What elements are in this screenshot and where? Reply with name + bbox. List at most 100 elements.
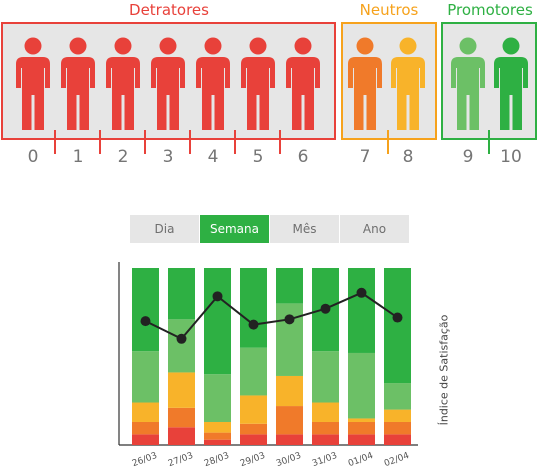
score-3: 3 — [162, 147, 174, 167]
bar-segment — [312, 351, 339, 403]
score-10: 10 — [500, 147, 522, 167]
bar-segment — [276, 434, 303, 445]
person-head — [399, 37, 417, 55]
bar-segment — [132, 351, 159, 403]
satisfaction-line — [145, 291, 399, 341]
bar-segment — [348, 434, 375, 445]
person-head — [459, 37, 477, 55]
person-icon — [348, 37, 382, 130]
y-axis-label: Índice de Satisfação — [437, 314, 451, 426]
bar-segment — [312, 434, 339, 445]
bar-segment — [132, 434, 159, 445]
satisfaction-point — [248, 319, 259, 330]
person-body — [286, 57, 320, 130]
bar-segment — [276, 406, 303, 435]
score-5: 5 — [252, 147, 264, 167]
bar-segment — [168, 372, 195, 408]
person-icon — [391, 37, 425, 130]
bar-segment — [204, 374, 231, 422]
bar-segment — [240, 347, 267, 396]
x-tick-label: 28/03 — [203, 451, 231, 469]
person-body — [16, 57, 50, 130]
bar-segment — [204, 439, 231, 445]
bar-segment — [384, 421, 411, 435]
person-head — [24, 37, 42, 55]
bar-segment — [168, 268, 195, 320]
person-head — [204, 37, 222, 55]
bar-segment — [312, 402, 339, 422]
score-6: 6 — [297, 147, 309, 167]
bar-segment — [276, 268, 303, 304]
person-body — [196, 57, 230, 130]
person-icon — [286, 37, 320, 130]
bar-segment — [384, 434, 411, 445]
person-head — [294, 37, 312, 55]
score-0: 0 — [27, 147, 39, 167]
bar-segment — [240, 434, 267, 445]
bar-segment — [240, 423, 267, 435]
bar-segment — [240, 395, 267, 424]
bar-segment — [204, 432, 231, 440]
person-icon — [451, 37, 485, 130]
person-icon — [106, 37, 140, 130]
person-head — [114, 37, 132, 55]
tab-semana[interactable]: Semana — [200, 215, 269, 243]
person-icon — [241, 37, 275, 130]
tab-mes[interactable]: Mês — [270, 215, 339, 243]
person-head — [356, 37, 374, 55]
person-head — [159, 37, 177, 55]
score-2: 2 — [117, 147, 129, 167]
bar-segment — [132, 421, 159, 435]
person-icon — [151, 37, 185, 130]
score-9: 9 — [462, 147, 474, 167]
neutrals-title: Neutros — [359, 1, 419, 19]
promoters-title: Promotores — [447, 1, 533, 19]
bar-segment — [204, 421, 231, 433]
satisfaction-point — [140, 316, 151, 327]
score-1: 1 — [72, 147, 84, 167]
bar-segment — [312, 421, 339, 435]
bar-segment — [240, 268, 267, 348]
satisfaction-point — [284, 314, 295, 325]
x-tick-label: 26/03 — [131, 451, 159, 469]
bar-segment — [276, 303, 303, 376]
person-body — [494, 57, 528, 130]
tab-dia[interactable]: Dia — [130, 215, 199, 243]
satisfaction-point — [356, 287, 367, 298]
x-tick-label: 27/03 — [167, 451, 195, 469]
bar-segment — [168, 427, 195, 445]
person-body — [151, 57, 185, 130]
person-body — [241, 57, 275, 130]
person-icon — [196, 37, 230, 130]
score-row: 0 1 2 3 4 5 6 7 8 9 10 — [0, 144, 540, 170]
satisfaction-point — [212, 291, 223, 302]
bar-segment — [384, 383, 411, 410]
tab-ano[interactable]: Ano — [340, 215, 409, 243]
score-8: 8 — [402, 147, 414, 167]
score-7: 7 — [359, 147, 371, 167]
x-tick-label: 01/04 — [347, 451, 375, 469]
bar-segment — [276, 375, 303, 407]
bar-segment — [132, 268, 159, 352]
person-icon — [16, 37, 50, 130]
bar-segment — [348, 421, 375, 435]
detractors-title: Detratores — [129, 1, 209, 19]
score-4: 4 — [207, 147, 219, 167]
satisfaction-point — [392, 312, 403, 323]
person-body — [391, 57, 425, 130]
x-tick-label: 02/04 — [383, 451, 411, 469]
person-head — [249, 37, 267, 55]
bar-segment — [348, 268, 375, 353]
bar-segment — [132, 402, 159, 422]
person-head — [69, 37, 87, 55]
person-head — [502, 37, 520, 55]
period-tabs: Dia Semana Mês Ano — [130, 215, 409, 243]
person-body — [348, 57, 382, 130]
satisfaction-point — [320, 303, 331, 314]
bar-segment — [384, 409, 411, 422]
x-tick-label: 30/03 — [275, 451, 303, 469]
bar-segment — [204, 268, 231, 375]
x-tick-label: 31/03 — [311, 451, 339, 469]
person-body — [106, 57, 140, 130]
